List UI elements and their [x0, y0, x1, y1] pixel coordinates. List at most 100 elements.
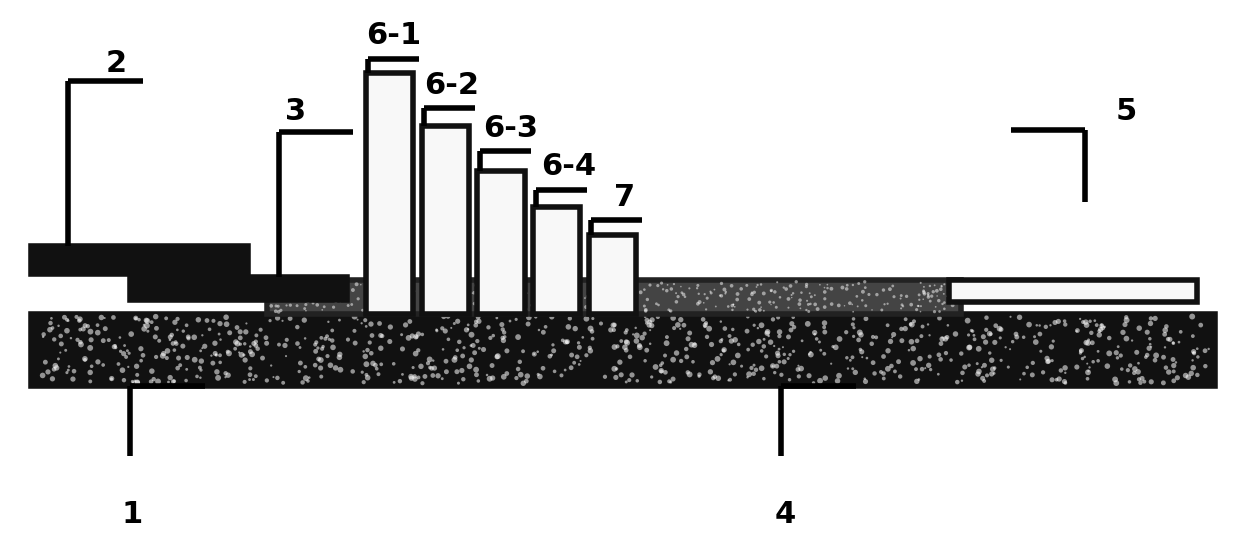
Point	[469, 312, 489, 321]
Point	[314, 342, 334, 351]
Point	[1078, 339, 1097, 348]
Point	[701, 367, 720, 376]
Point	[702, 288, 722, 297]
Point	[849, 328, 869, 337]
Point	[908, 301, 928, 310]
Point	[122, 330, 141, 339]
Point	[508, 333, 528, 342]
Point	[810, 376, 830, 385]
Point	[630, 341, 650, 350]
Point	[774, 350, 794, 359]
Point	[1159, 335, 1179, 344]
Point	[102, 375, 122, 384]
Point	[711, 291, 730, 300]
Point	[632, 333, 652, 342]
Point	[1027, 321, 1047, 330]
Point	[1035, 323, 1055, 332]
Point	[1078, 368, 1097, 377]
Point	[556, 366, 575, 375]
Point	[469, 317, 489, 326]
Point	[319, 318, 339, 326]
Point	[160, 333, 180, 342]
Point	[965, 335, 985, 344]
Point	[484, 291, 503, 300]
Point	[176, 321, 196, 330]
Point	[878, 299, 898, 308]
Point	[1167, 374, 1187, 382]
Point	[288, 301, 308, 310]
Point	[901, 320, 921, 329]
Point	[1089, 347, 1109, 356]
Point	[693, 315, 713, 324]
Point	[484, 331, 503, 340]
Point	[874, 352, 894, 361]
Point	[725, 370, 745, 379]
Point	[441, 324, 461, 333]
Point	[932, 334, 952, 343]
Point	[640, 281, 660, 290]
Point	[1070, 349, 1090, 358]
Point	[448, 317, 467, 326]
Point	[466, 370, 486, 379]
Point	[862, 339, 882, 348]
Point	[637, 346, 657, 354]
Point	[1003, 337, 1023, 346]
Point	[852, 353, 872, 362]
Point	[909, 291, 929, 300]
Point	[205, 339, 224, 348]
Point	[464, 288, 484, 297]
Point	[577, 314, 596, 323]
Point	[773, 343, 792, 352]
Point	[469, 293, 489, 302]
Point	[703, 374, 723, 382]
Text: 6-3: 6-3	[484, 114, 538, 143]
Point	[146, 324, 166, 333]
Point	[862, 305, 882, 314]
Point	[712, 291, 732, 300]
Point	[419, 286, 439, 295]
Point	[605, 343, 625, 352]
Point	[479, 323, 498, 332]
Point	[941, 285, 961, 294]
Point	[403, 282, 423, 291]
Point	[425, 304, 445, 313]
Point	[921, 292, 941, 301]
Point	[1169, 338, 1189, 347]
Point	[1019, 320, 1039, 329]
Point	[732, 284, 751, 293]
Bar	[949, 280, 1197, 302]
Point	[649, 312, 668, 321]
Point	[201, 351, 221, 360]
Point	[60, 362, 79, 371]
Point	[1183, 356, 1203, 365]
Point	[830, 371, 849, 380]
Point	[1045, 318, 1065, 327]
Point	[480, 333, 500, 342]
Point	[460, 288, 480, 297]
Point	[404, 372, 424, 381]
Point	[677, 352, 697, 361]
Point	[1073, 354, 1092, 363]
Point	[738, 345, 758, 354]
Point	[529, 372, 549, 381]
Point	[790, 304, 810, 313]
Point	[439, 286, 459, 295]
Point	[109, 360, 129, 368]
Point	[368, 370, 388, 379]
Point	[758, 327, 777, 336]
Point	[892, 291, 911, 300]
Point	[811, 346, 831, 354]
Point	[1171, 328, 1190, 337]
Bar	[130, 277, 347, 300]
Point	[810, 338, 830, 347]
Point	[931, 285, 951, 294]
Point	[781, 282, 801, 291]
Point	[391, 296, 410, 305]
Point	[497, 295, 517, 304]
Point	[1199, 344, 1219, 353]
Point	[697, 333, 717, 342]
Point	[216, 312, 236, 321]
Point	[99, 335, 119, 344]
Point	[298, 297, 317, 306]
Point	[388, 283, 408, 292]
